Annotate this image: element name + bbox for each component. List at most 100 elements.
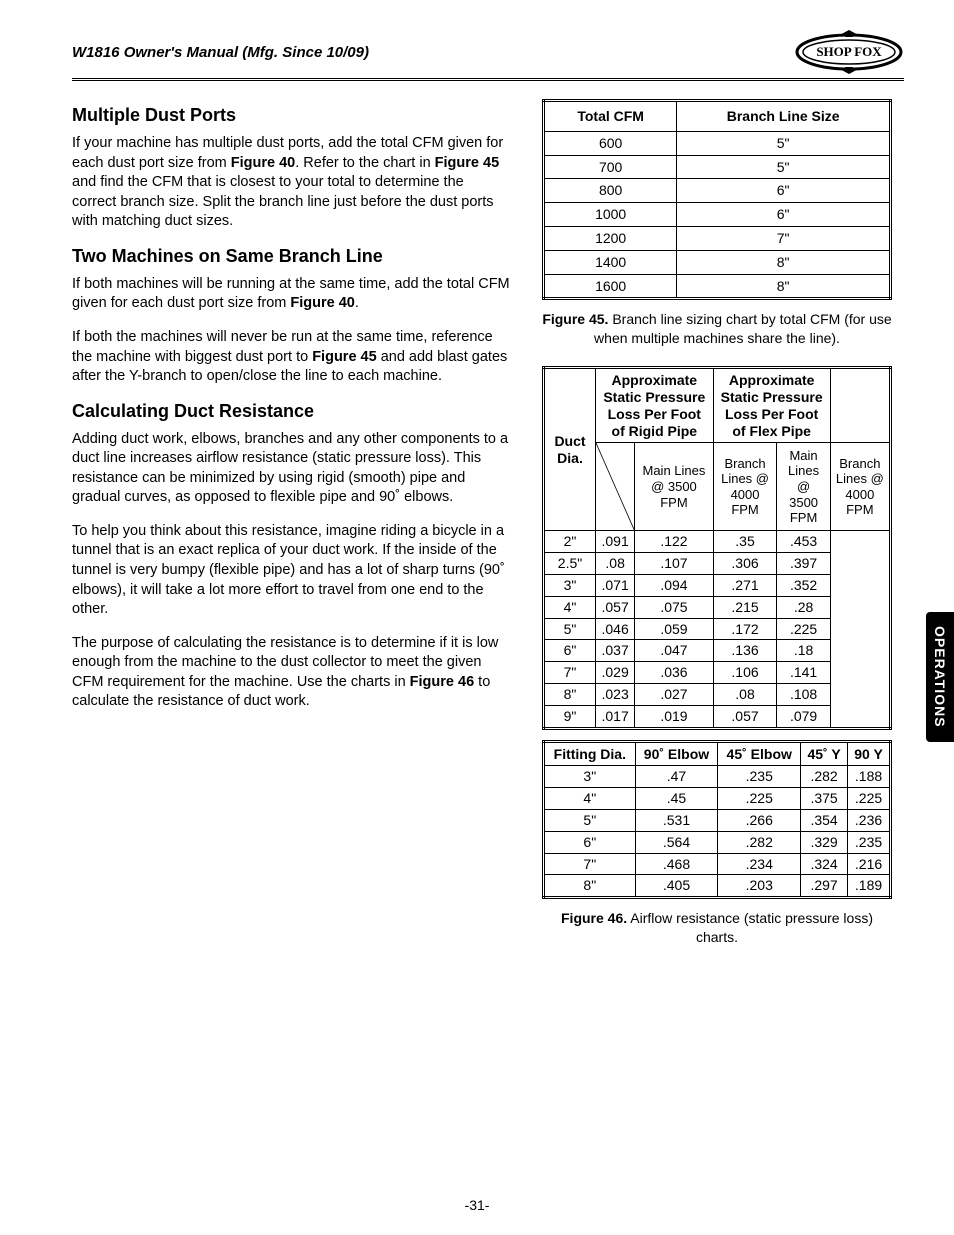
table-row: 16008": [544, 274, 891, 299]
table-row: 14008": [544, 250, 891, 274]
t45-header-size: Branch Line Size: [677, 101, 891, 132]
t46a-cell: .075: [635, 596, 713, 618]
t46a-cell: .057: [596, 596, 635, 618]
t46b-cell: .297: [801, 875, 848, 898]
t46a-sub-3: Branch Lines @ 4000 FPM: [830, 443, 890, 531]
diagonal-cell: [596, 443, 635, 531]
t46b-cell: .354: [801, 809, 848, 831]
t46a-cell: 4": [544, 596, 596, 618]
table-row: 2".091.122.35.453: [544, 531, 891, 553]
t46b-cell: .329: [801, 831, 848, 853]
table-row: 4".057.075.215.28: [544, 596, 891, 618]
t46a-sub-0: Main Lines @ 3500 FPM: [635, 443, 713, 531]
t46b-cell: 8": [544, 875, 636, 898]
para-s3-2: To help you think about this resistance,…: [72, 522, 512, 620]
t46b-cell: 6": [544, 831, 636, 853]
t46b-cell: 4": [544, 788, 636, 810]
brand-logo: SHOP FOX: [794, 30, 904, 74]
t46b-cell: .564: [635, 831, 718, 853]
t46a-cell: 2.5": [544, 553, 596, 575]
caption-figure-46: Figure 46. Airflow resistance (static pr…: [542, 909, 892, 947]
t46b-cell: .235: [718, 766, 801, 788]
t46b-cell: .47: [635, 766, 718, 788]
t46b-h4: 90 Y: [848, 741, 891, 766]
t46b-cell: .216: [848, 853, 891, 875]
left-column: Multiple Dust Ports If your machine has …: [72, 99, 512, 965]
para-s1-1: If your machine has multiple dust ports,…: [72, 134, 512, 232]
t46b-cell: .236: [848, 809, 891, 831]
t46b-cell: .188: [848, 766, 891, 788]
t46a-cell: .036: [635, 662, 713, 684]
table-row: 5".531.266.354.236: [544, 809, 891, 831]
t45-cell: 1200: [544, 226, 677, 250]
t46a-cell: .107: [635, 553, 713, 575]
t45-cell: 6": [677, 203, 891, 227]
table-row: 3".071.094.271.352: [544, 574, 891, 596]
side-tab-operations: OPERATIONS: [926, 612, 954, 742]
table-figure-45: Total CFM Branch Line Size 6005"7005"800…: [542, 99, 892, 300]
t45-cell: 1400: [544, 250, 677, 274]
table-row: 3".47.235.282.188: [544, 766, 891, 788]
t45-cell: 8": [677, 250, 891, 274]
t45-cell: 700: [544, 155, 677, 179]
t46a-cell: .141: [777, 662, 830, 684]
t46b-cell: .282: [801, 766, 848, 788]
t46a-cell: .029: [596, 662, 635, 684]
right-column: Total CFM Branch Line Size 6005"7005"800…: [542, 99, 892, 965]
table-row: 6".037.047.136.18: [544, 640, 891, 662]
t45-cell: 5": [677, 155, 891, 179]
table-row: 4".45.225.375.225: [544, 788, 891, 810]
t46a-cell: .08: [713, 683, 777, 705]
t46a-cell: 8": [544, 683, 596, 705]
t46a-h-flex: Approximate Static Pressure Loss Per Foo…: [713, 368, 830, 443]
t46a-cell: 5": [544, 618, 596, 640]
t46a-cell: .047: [635, 640, 713, 662]
table-row: 9".017.019.057.079: [544, 705, 891, 728]
t46b-cell: .45: [635, 788, 718, 810]
t45-cell: 1000: [544, 203, 677, 227]
t46b-h3: 45˚ Y: [801, 741, 848, 766]
t46a-sub-1: Branch Lines @ 4000 FPM: [713, 443, 777, 531]
t46a-cell: 9": [544, 705, 596, 728]
t46a-cell: .023: [596, 683, 635, 705]
t46b-cell: .324: [801, 853, 848, 875]
t46a-cell: .28: [777, 596, 830, 618]
t46b-h0: Fitting Dia.: [544, 741, 636, 766]
page-number: -31-: [0, 1197, 954, 1213]
t46a-cell: .172: [713, 618, 777, 640]
t45-cell: 5": [677, 131, 891, 155]
t46a-cell: .079: [777, 705, 830, 728]
table-row: 6".564.282.329.235: [544, 831, 891, 853]
svg-text:SHOP FOX: SHOP FOX: [816, 44, 882, 59]
manual-title: W1816 Owner's Manual (Mfg. Since 10/09): [72, 44, 369, 61]
para-s3-3: The purpose of calculating the resistanc…: [72, 634, 512, 712]
page-content: Multiple Dust Ports If your machine has …: [72, 99, 904, 965]
heading-calculating: Calculating Duct Resistance: [72, 401, 512, 422]
table-row: 8".023.027.08.108: [544, 683, 891, 705]
t45-header-cfm: Total CFM: [544, 101, 677, 132]
t46b-cell: .375: [801, 788, 848, 810]
t46b-cell: .234: [718, 853, 801, 875]
t46a-cell: .027: [635, 683, 713, 705]
t46a-cell: .122: [635, 531, 713, 553]
t46a-cell: 2": [544, 531, 596, 553]
t46a-cell: .08: [596, 553, 635, 575]
table-row: 10006": [544, 203, 891, 227]
table-row: 8006": [544, 179, 891, 203]
t46a-cell: .094: [635, 574, 713, 596]
t46a-h-duct: Duct Dia.: [544, 368, 596, 531]
t45-cell: 800: [544, 179, 677, 203]
t46b-h1: 90˚ Elbow: [635, 741, 718, 766]
t46a-cell: .397: [777, 553, 830, 575]
table-row: 7005": [544, 155, 891, 179]
table-row: 6005": [544, 131, 891, 155]
t45-cell: 7": [677, 226, 891, 250]
t46b-cell: .405: [635, 875, 718, 898]
t46a-cell: 7": [544, 662, 596, 684]
para-s3-1: Adding duct work, elbows, branches and a…: [72, 430, 512, 508]
t46a-cell: .271: [713, 574, 777, 596]
t46a-cell: 6": [544, 640, 596, 662]
t46b-cell: .282: [718, 831, 801, 853]
para-s2-1: If both machines will be running at the …: [72, 275, 512, 314]
t46a-cell: .108: [777, 683, 830, 705]
